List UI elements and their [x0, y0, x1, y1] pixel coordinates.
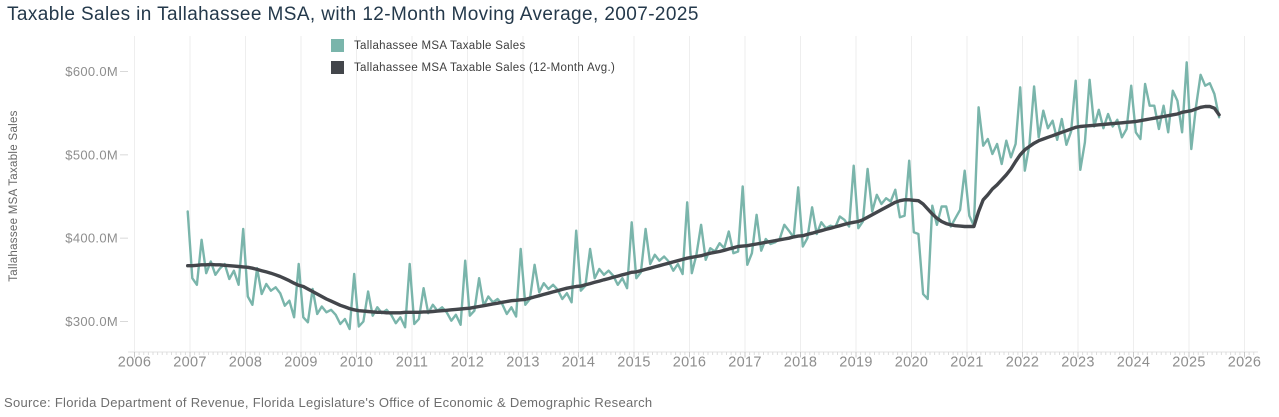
x-tick-label: 2011 — [396, 355, 428, 371]
y-tick-label: $300.0M — [65, 314, 118, 329]
x-tick-label: 2014 — [562, 355, 595, 371]
x-tick-label: 2018 — [784, 355, 817, 371]
y-tick-label: $600.0M — [65, 64, 118, 79]
x-tick-label: 2020 — [895, 355, 928, 371]
x-tick-label: 2017 — [728, 355, 761, 371]
legend-label-avg: Tallahassee MSA Taxable Sales (12-Month … — [354, 61, 616, 74]
x-tick-label: 2021 — [950, 355, 983, 371]
x-tick-label: 2025 — [1172, 355, 1205, 371]
x-tick-label: 2023 — [1061, 355, 1094, 371]
chart-title: Taxable Sales in Tallahassee MSA, with 1… — [7, 4, 699, 25]
x-tick-label: 2019 — [839, 355, 872, 371]
x-tick-label: 2008 — [229, 355, 262, 371]
y-axis-title: Tallahassee MSA Taxable Sales — [8, 110, 20, 282]
y-tick-label: $500.0M — [65, 147, 118, 162]
x-tick-label: 2009 — [284, 355, 317, 371]
sales-line — [186, 61, 1221, 331]
source-attribution: Source: Florida Department of Revenue, F… — [4, 395, 653, 410]
x-tick-label: 2024 — [1117, 355, 1150, 371]
sales-series-swatch-icon — [331, 39, 344, 52]
x-tick-label: 2015 — [617, 355, 650, 371]
moving-average-line — [186, 104, 1221, 315]
legend-item-avg[interactable]: Tallahassee MSA Taxable Sales (12-Month … — [331, 60, 615, 75]
legend-item-sales[interactable]: Tallahassee MSA Taxable Sales — [331, 38, 615, 53]
y-tick-label: $400.0M — [65, 231, 118, 246]
x-tick-label: 2022 — [1006, 355, 1039, 371]
legend-label-sales: Tallahassee MSA Taxable Sales — [354, 39, 526, 52]
legend: Tallahassee MSA Taxable Sales Tallahasse… — [331, 38, 615, 82]
x-tick-label: 2016 — [673, 355, 706, 371]
avg-series-swatch-icon — [331, 61, 344, 74]
x-tick-label: 2013 — [506, 355, 539, 371]
x-tick-label: 2007 — [173, 355, 206, 371]
x-tick-label: 2026 — [1228, 355, 1261, 371]
x-tick-label: 2006 — [118, 355, 151, 371]
x-tick-label: 2010 — [340, 355, 373, 371]
x-tick-label: 2012 — [451, 355, 484, 371]
